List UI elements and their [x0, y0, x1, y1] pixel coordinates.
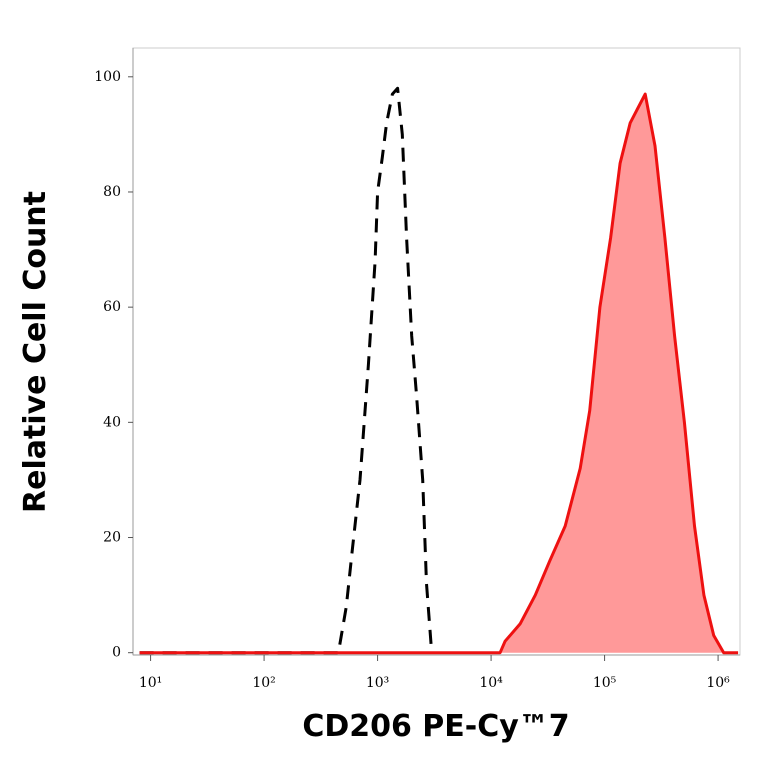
x-tick-label: 10¹ — [139, 675, 162, 691]
y-tick-label: 40 — [103, 414, 121, 430]
x-tick-label: 10³ — [366, 675, 389, 691]
x-tick-label: 10² — [252, 675, 275, 691]
histogram-line — [139, 92, 739, 655]
y-axis-label: Relative Cell Count — [18, 191, 53, 513]
y-tick-label: 20 — [103, 530, 121, 546]
x-axis-label: CD206 PE-Cy™7 — [302, 709, 569, 744]
y-tick-label: 100 — [94, 69, 121, 85]
histogram-line — [139, 86, 434, 655]
histogram-area — [139, 94, 739, 653]
y-tick-label: 60 — [103, 299, 121, 315]
y-tick-label: 80 — [103, 184, 121, 200]
x-tick-label: 10⁴ — [479, 675, 503, 691]
x-tick-label: 10⁶ — [706, 675, 730, 691]
x-tick-label: 10⁵ — [593, 675, 617, 691]
y-tick-label: 0 — [112, 645, 121, 661]
